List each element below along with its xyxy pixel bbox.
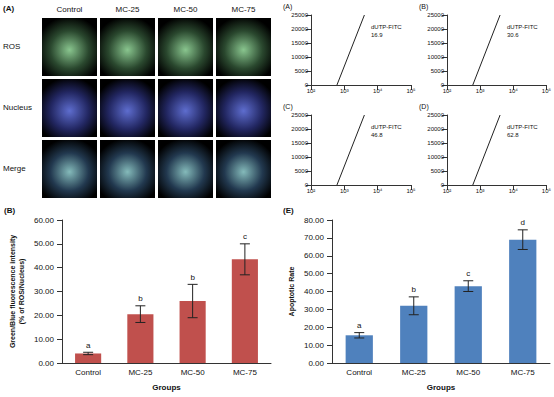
svg-text:a: a	[357, 321, 362, 330]
svg-text:15000: 15000	[291, 140, 308, 146]
svg-text:10⁴: 10⁴	[373, 88, 383, 94]
svg-text:10⁵: 10⁵	[542, 88, 552, 94]
svg-text:Control: Control	[75, 368, 101, 377]
svg-text:40.00: 40.00	[34, 263, 55, 272]
html-text:MC-25: MC-25	[115, 5, 140, 14]
svg-text:10²: 10²	[307, 88, 316, 94]
svg-text:(C): (C)	[283, 103, 293, 111]
svg-text:10⁵: 10⁵	[406, 188, 416, 194]
svg-text:0.00: 0.00	[308, 359, 324, 368]
svg-text:10⁴: 10⁴	[509, 188, 519, 194]
svg-text:dUTP-FITC: dUTP-FITC	[507, 124, 538, 130]
svg-text:20000: 20000	[291, 126, 308, 132]
svg-text:dUTP-FITC: dUTP-FITC	[371, 124, 402, 130]
svg-text:30.00: 30.00	[304, 305, 325, 314]
svg-text:c: c	[243, 232, 247, 241]
svg-text:10.00: 10.00	[34, 335, 55, 344]
svg-text:16.9: 16.9	[371, 32, 383, 38]
svg-text:50.00: 50.00	[34, 239, 55, 248]
svg-text:15000: 15000	[291, 40, 308, 46]
svg-text:10000: 10000	[427, 154, 444, 160]
svg-text:25000: 25000	[427, 112, 444, 118]
svg-text:Groups: Groups	[152, 383, 181, 392]
html-text:Merge: Merge	[3, 164, 26, 173]
svg-text:10⁵: 10⁵	[406, 88, 416, 94]
svg-text:10²: 10²	[443, 88, 452, 94]
svg-text:MC-75: MC-75	[233, 368, 258, 377]
svg-text:Control: Control	[346, 368, 372, 377]
svg-text:25000: 25000	[427, 12, 444, 18]
svg-text:Apoptotic Rate: Apoptotic Rate	[288, 267, 296, 317]
svg-text:46.8: 46.8	[371, 132, 383, 138]
svg-text:5000: 5000	[431, 168, 445, 174]
svg-text:20.00: 20.00	[34, 311, 55, 320]
svg-text:0: 0	[440, 182, 444, 188]
svg-text:b: b	[190, 273, 195, 282]
svg-text:b: b	[138, 294, 143, 303]
svg-text:Green/Blue fluorescence intens: Green/Blue fluorescence intensity	[9, 235, 17, 348]
html-text:Nucleus: Nucleus	[3, 103, 32, 112]
svg-text:MC-25: MC-25	[402, 368, 427, 377]
svg-text:(B): (B)	[419, 3, 428, 11]
svg-text:10³: 10³	[340, 188, 349, 194]
svg-text:0: 0	[304, 82, 308, 88]
html-text:Control: Control	[56, 5, 83, 14]
svg-text:0: 0	[304, 182, 308, 188]
svg-text:(D): (D)	[419, 103, 429, 111]
svg-text:(A): (A)	[283, 3, 292, 11]
svg-text:20000: 20000	[427, 126, 444, 132]
html-text:(A): (A)	[3, 4, 15, 13]
svg-text:10²: 10²	[307, 188, 316, 194]
svg-text:10000: 10000	[291, 154, 308, 160]
svg-text:80.00: 80.00	[304, 216, 325, 225]
svg-text:25000: 25000	[291, 12, 308, 18]
svg-text:40.00: 40.00	[304, 287, 325, 296]
svg-text:20000: 20000	[427, 26, 444, 32]
svg-text:MC-25: MC-25	[128, 368, 153, 377]
svg-text:25000: 25000	[291, 112, 308, 118]
svg-text:15000: 15000	[427, 40, 444, 46]
svg-text:62.8: 62.8	[507, 132, 519, 138]
svg-text:5000: 5000	[431, 68, 445, 74]
svg-text:(B): (B)	[4, 206, 15, 215]
svg-text:50.00: 50.00	[304, 269, 325, 278]
svg-text:0.00: 0.00	[38, 359, 54, 368]
html-text:MC-50: MC-50	[173, 5, 198, 14]
svg-text:10000: 10000	[427, 54, 444, 60]
svg-text:MC-75: MC-75	[511, 368, 536, 377]
svg-text:Groups: Groups	[427, 383, 456, 392]
svg-text:20.00: 20.00	[304, 323, 325, 332]
svg-text:10⁴: 10⁴	[373, 188, 383, 194]
svg-text:(E): (E)	[283, 206, 294, 215]
svg-text:10000: 10000	[291, 54, 308, 60]
svg-text:5000: 5000	[295, 168, 309, 174]
svg-text:5000: 5000	[295, 68, 309, 74]
svg-text:30.00: 30.00	[34, 287, 55, 296]
svg-text:dUTP-FITC: dUTP-FITC	[507, 24, 538, 30]
svg-text:b: b	[412, 285, 417, 294]
svg-text:a: a	[86, 341, 91, 350]
html-text:ROS: ROS	[3, 42, 21, 51]
svg-text:10²: 10²	[443, 188, 452, 194]
svg-text:20000: 20000	[291, 26, 308, 32]
svg-text:d: d	[521, 218, 525, 227]
svg-text:MC-50: MC-50	[456, 368, 481, 377]
svg-text:70.00: 70.00	[304, 233, 325, 242]
svg-text:c: c	[466, 269, 470, 278]
svg-text:MC-50: MC-50	[181, 368, 206, 377]
svg-text:30.6: 30.6	[507, 32, 519, 38]
html-text:MC-75: MC-75	[231, 5, 256, 14]
svg-text:10⁴: 10⁴	[509, 88, 519, 94]
svg-text:15000: 15000	[427, 140, 444, 146]
svg-text:10³: 10³	[476, 88, 485, 94]
svg-text:10³: 10³	[476, 188, 485, 194]
svg-text:dUTP-FITC: dUTP-FITC	[371, 24, 402, 30]
svg-text:10³: 10³	[340, 88, 349, 94]
svg-text:0: 0	[440, 82, 444, 88]
svg-text:60.00: 60.00	[304, 251, 325, 260]
svg-text:10⁵: 10⁵	[542, 188, 552, 194]
svg-text:10.00: 10.00	[304, 341, 325, 350]
svg-text:60.00: 60.00	[34, 216, 55, 225]
svg-text:(% of ROS/Nucleus): (% of ROS/Nucleus)	[18, 259, 26, 325]
